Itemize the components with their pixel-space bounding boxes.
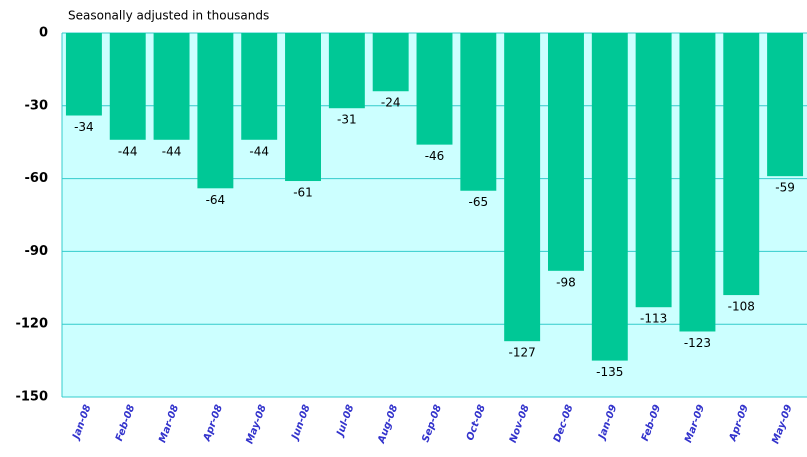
bar bbox=[109, 33, 146, 140]
data-label: -24 bbox=[381, 96, 401, 110]
x-tick-label: Jan-09 bbox=[596, 403, 619, 442]
y-tick-label: -90 bbox=[25, 244, 49, 259]
bar bbox=[328, 33, 365, 109]
x-tick-label: Apr-08 bbox=[201, 403, 225, 443]
x-tick-label: Aug-08 bbox=[376, 403, 400, 445]
bar bbox=[635, 33, 672, 308]
x-tick-label: Oct-08 bbox=[465, 403, 488, 442]
data-label: -108 bbox=[728, 300, 755, 314]
y-tick-label: -120 bbox=[15, 317, 48, 332]
x-tick-label: May-08 bbox=[244, 403, 268, 445]
bar bbox=[591, 33, 628, 361]
bar bbox=[504, 33, 541, 342]
bar bbox=[416, 33, 453, 145]
x-tick-label: Sep-08 bbox=[420, 403, 444, 444]
bar bbox=[372, 33, 409, 92]
bar bbox=[767, 33, 804, 177]
data-label: -44 bbox=[118, 144, 138, 158]
data-label: -135 bbox=[596, 365, 623, 379]
data-label: -127 bbox=[509, 346, 536, 360]
bar bbox=[65, 33, 102, 116]
data-label: -31 bbox=[337, 113, 357, 127]
y-tick-label: 0 bbox=[39, 26, 48, 41]
data-label: -44 bbox=[249, 144, 269, 158]
data-label: -46 bbox=[425, 149, 445, 163]
data-label: -113 bbox=[640, 312, 667, 326]
data-label: -65 bbox=[469, 195, 489, 209]
data-label: -64 bbox=[206, 193, 226, 207]
bar bbox=[723, 33, 760, 296]
y-tick-label: -30 bbox=[25, 98, 49, 113]
data-label: -59 bbox=[775, 181, 795, 195]
x-tick-label: Jan-08 bbox=[70, 403, 93, 442]
x-tick-label: Apr-09 bbox=[727, 403, 751, 443]
x-tick-label: Mar-08 bbox=[157, 403, 181, 444]
data-label: -44 bbox=[162, 144, 182, 158]
bar bbox=[241, 33, 278, 140]
data-label: -98 bbox=[556, 275, 576, 289]
x-tick-label: Jul-08 bbox=[334, 403, 356, 439]
x-tick-label: Jun-08 bbox=[289, 403, 312, 443]
x-tick-label: Dec-08 bbox=[552, 403, 576, 444]
bar bbox=[548, 33, 584, 271]
x-tick-label: May-09 bbox=[770, 403, 794, 445]
x-tick-label: Feb-09 bbox=[640, 403, 663, 443]
y-tick-label: -150 bbox=[15, 390, 48, 405]
y-tick-label: -60 bbox=[25, 171, 49, 186]
x-tick-label: Mar-09 bbox=[683, 403, 707, 444]
data-label: -123 bbox=[684, 336, 711, 350]
data-label: -34 bbox=[74, 120, 94, 134]
x-tick-label: Feb-08 bbox=[114, 403, 137, 443]
bar bbox=[460, 33, 497, 191]
chart-title: Seasonally adjusted in thousands bbox=[68, 9, 269, 23]
x-tick-label: Nov-08 bbox=[508, 403, 532, 444]
data-label: -61 bbox=[293, 186, 313, 200]
bar bbox=[197, 33, 234, 189]
bar bbox=[285, 33, 321, 182]
bar bbox=[153, 33, 190, 140]
bar bbox=[679, 33, 716, 332]
